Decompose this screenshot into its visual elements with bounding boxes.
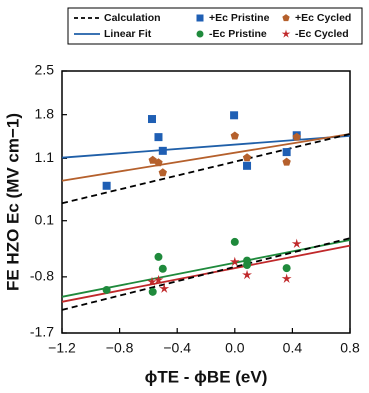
square-marker (148, 115, 156, 124)
legend-label: -Ec Cycled (295, 28, 349, 40)
pentagon-marker (282, 14, 290, 22)
legend-label: +Ec Pristine (209, 12, 270, 24)
fit-line (61, 133, 351, 182)
legend-label: Calculation (104, 12, 161, 24)
calculation-line (61, 133, 351, 205)
star-marker (281, 273, 292, 283)
legend-box (67, 7, 363, 45)
y-tick-label: 1.8 (35, 105, 55, 121)
square-marker (230, 111, 239, 120)
circle-marker (154, 252, 163, 261)
x-tick-label: −0.4 (163, 340, 191, 356)
circle-marker (282, 264, 291, 273)
x-tick-label: −1.2 (48, 340, 76, 356)
square-marker (196, 14, 204, 22)
circle-marker (102, 285, 111, 294)
x-axis-label: ϕTE - ϕBE (eV) (145, 367, 268, 386)
square-marker (158, 146, 167, 155)
square-marker (282, 148, 291, 157)
x-tick-label: 0.0 (225, 340, 245, 356)
pentagon-marker (154, 158, 163, 167)
legend-label: +Ec Cycled (295, 12, 351, 24)
circle-marker (158, 264, 167, 273)
star-marker (159, 283, 170, 293)
star-marker (291, 238, 302, 248)
y-tick-label: -1.7 (30, 324, 54, 340)
circle-marker (230, 237, 239, 246)
square-marker (102, 181, 111, 190)
pentagon-marker (230, 131, 239, 140)
y-tick-label: 1.1 (35, 149, 55, 165)
star-marker (147, 276, 157, 287)
star-marker (153, 274, 164, 285)
x-tick-label: 0.8 (340, 340, 360, 356)
star-marker (242, 269, 252, 280)
pentagon-marker (158, 168, 167, 177)
fit-line (61, 244, 351, 303)
y-axis-label: FE HZO Ec (MV cm−1) (3, 113, 22, 291)
pentagon-marker (242, 153, 252, 162)
star-marker (229, 256, 240, 267)
pentagon-marker (292, 132, 301, 141)
pentagon-marker (282, 157, 291, 166)
legend-label: Linear Fit (104, 28, 152, 40)
fit-line (61, 239, 351, 298)
x-tick-label: 0.4 (283, 340, 303, 356)
legend-label: -Ec Pristine (209, 28, 267, 40)
fit-line (61, 134, 351, 159)
x-tick-label: −0.8 (106, 340, 134, 356)
circle-marker (196, 30, 204, 38)
y-tick-label: 2.5 (35, 62, 55, 78)
circle-marker (148, 287, 157, 296)
square-marker (243, 161, 252, 170)
square-marker (154, 133, 163, 142)
y-tick-label: -0.8 (30, 268, 54, 284)
y-tick-label: 0.1 (35, 211, 55, 227)
star-marker (281, 29, 291, 38)
plot-frame (61, 70, 351, 334)
circle-marker (243, 261, 252, 270)
